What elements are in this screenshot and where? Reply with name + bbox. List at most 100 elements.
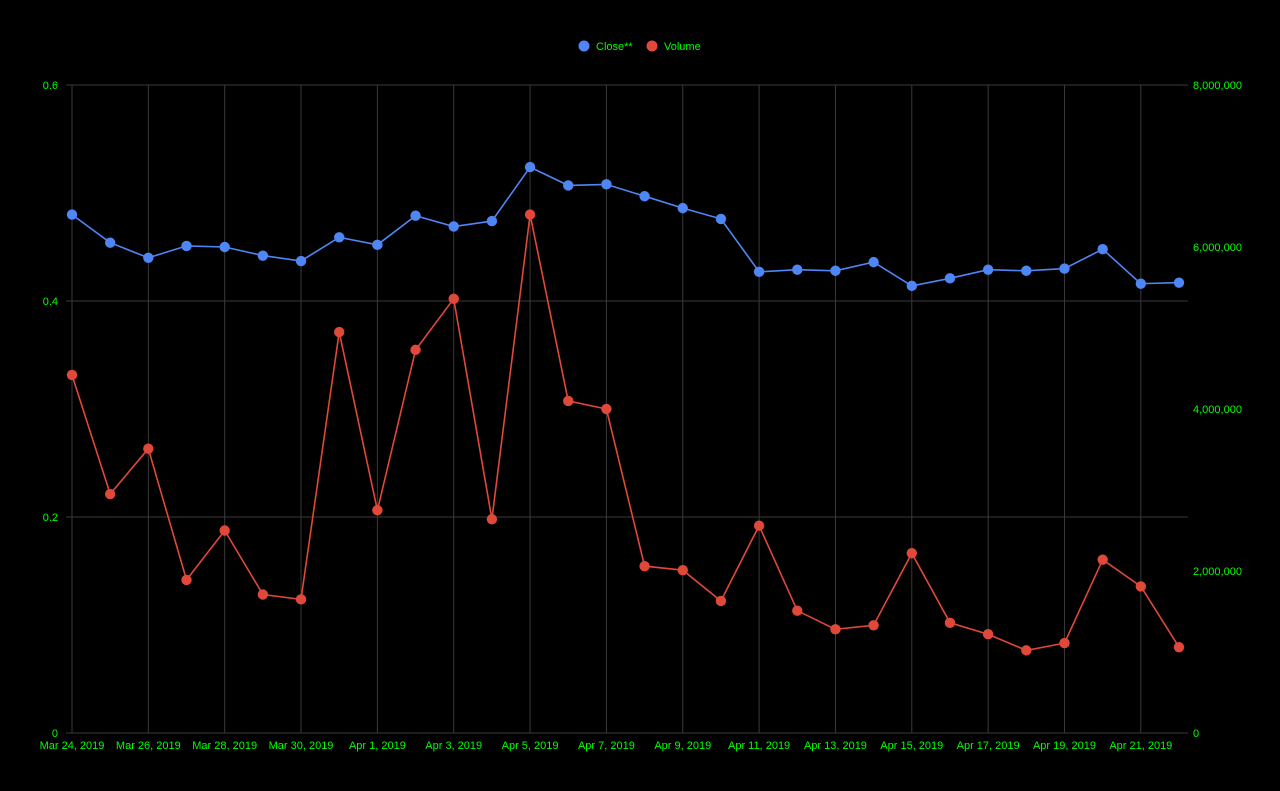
grid: [66, 84, 1188, 734]
x-tick-label: Apr 5, 2019: [502, 740, 559, 752]
series-line-volume: [71, 214, 1180, 652]
series-volume: [66, 209, 1185, 656]
data-point-volume[interactable]: [868, 620, 879, 631]
data-point-volume[interactable]: [219, 525, 230, 536]
data-point-volume[interactable]: [639, 560, 650, 572]
data-point-close[interactable]: [753, 266, 765, 278]
x-tick-label: Mar 24, 2019: [40, 740, 105, 752]
x-tick-label: Apr 11, 2019: [728, 740, 790, 752]
data-point-volume[interactable]: [295, 594, 307, 605]
data-point-close[interactable]: [143, 252, 154, 263]
data-point-close[interactable]: [66, 209, 78, 220]
legend[interactable]: Close** Volume: [578, 40, 701, 54]
data-point-volume[interactable]: [1097, 554, 1108, 565]
data-point-close[interactable]: [219, 241, 230, 253]
data-point-volume[interactable]: [66, 369, 78, 381]
data-point-close[interactable]: [334, 232, 345, 243]
data-point-close[interactable]: [410, 210, 421, 221]
data-point-volume[interactable]: [448, 293, 459, 305]
data-point-close[interactable]: [1135, 278, 1147, 289]
data-point-close[interactable]: [715, 213, 727, 225]
x-tick-label: Mar 28, 2019: [192, 740, 257, 752]
data-point-volume[interactable]: [715, 595, 727, 607]
data-point-close[interactable]: [1097, 243, 1108, 255]
data-point-close[interactable]: [639, 191, 650, 202]
series-layer: [66, 161, 1185, 656]
data-point-close[interactable]: [677, 202, 688, 214]
data-point-close[interactable]: [601, 179, 612, 190]
data-point-volume[interactable]: [563, 395, 574, 407]
legend-item-volume[interactable]: Volume: [646, 40, 701, 54]
data-point-volume[interactable]: [257, 589, 269, 600]
x-tick-label: Apr 7, 2019: [578, 740, 635, 752]
data-point-close[interactable]: [257, 250, 269, 261]
y-left-tick-label: 0: [52, 728, 58, 740]
y-right-tick-label: 0: [1193, 728, 1199, 740]
data-point-volume[interactable]: [181, 574, 192, 586]
data-point-close[interactable]: [295, 255, 307, 267]
data-point-volume[interactable]: [906, 547, 917, 559]
data-point-close[interactable]: [104, 237, 116, 248]
data-point-close[interactable]: [1173, 277, 1185, 288]
y-axis-left: 0 0.2 0.4 0.6: [43, 80, 58, 740]
data-point-close[interactable]: [1021, 265, 1032, 276]
data-point-close[interactable]: [448, 221, 459, 232]
x-tick-label: Mar 26, 2019: [116, 740, 181, 752]
data-point-volume[interactable]: [334, 326, 345, 338]
data-point-volume[interactable]: [601, 403, 612, 415]
data-point-volume[interactable]: [524, 209, 536, 220]
y-right-tick-label: 6,000,000: [1193, 242, 1242, 254]
data-point-volume[interactable]: [1021, 645, 1032, 656]
x-tick-label: Apr 17, 2019: [957, 740, 1020, 752]
data-point-close[interactable]: [830, 265, 841, 276]
data-point-volume[interactable]: [486, 513, 498, 525]
data-point-volume[interactable]: [982, 628, 994, 640]
x-tick-label: Mar 30, 2019: [269, 740, 334, 752]
legend-item-close[interactable]: Close**: [578, 40, 634, 54]
x-tick-label: Apr 9, 2019: [654, 740, 711, 752]
data-point-volume[interactable]: [1059, 637, 1070, 649]
series-close: [66, 161, 1185, 292]
series-line-close: [71, 166, 1180, 287]
legend-label-close: Close**: [596, 41, 633, 53]
data-point-volume[interactable]: [944, 617, 956, 629]
data-point-close[interactable]: [1059, 263, 1070, 274]
data-point-close[interactable]: [524, 161, 536, 173]
data-point-volume[interactable]: [792, 605, 803, 616]
legend-label-volume: Volume: [664, 41, 701, 53]
y-axis-right: 0 2,000,000 4,000,000 6,000,000 8,000,000: [1193, 80, 1242, 740]
y-left-tick-label: 0.6: [43, 80, 58, 92]
data-point-close[interactable]: [868, 256, 879, 268]
data-point-volume[interactable]: [830, 624, 841, 635]
data-point-close[interactable]: [906, 280, 917, 292]
x-tick-label: Apr 1, 2019: [349, 740, 406, 752]
data-point-close[interactable]: [944, 273, 956, 284]
x-tick-label: Apr 15, 2019: [880, 740, 943, 752]
data-point-volume[interactable]: [753, 520, 765, 531]
legend-marker-close: [578, 40, 590, 52]
data-point-volume[interactable]: [143, 443, 154, 454]
data-point-volume[interactable]: [372, 505, 383, 516]
data-point-volume[interactable]: [104, 488, 116, 500]
data-point-close[interactable]: [563, 180, 574, 191]
y-left-tick-label: 0.4: [43, 296, 58, 308]
data-point-volume[interactable]: [410, 344, 421, 356]
legend-marker-volume: [646, 40, 658, 52]
y-right-tick-label: 2,000,000: [1193, 566, 1242, 578]
y-right-tick-label: 8,000,000: [1193, 80, 1242, 92]
data-point-close[interactable]: [181, 240, 192, 252]
data-point-volume[interactable]: [1135, 581, 1147, 592]
x-tick-label: Apr 13, 2019: [804, 740, 867, 752]
data-point-close[interactable]: [792, 264, 803, 275]
data-point-volume[interactable]: [677, 564, 688, 576]
data-point-close[interactable]: [486, 215, 498, 227]
data-point-close[interactable]: [372, 239, 383, 251]
data-point-close[interactable]: [982, 264, 994, 275]
y-right-tick-label: 4,000,000: [1193, 404, 1242, 416]
y-left-tick-label: 0.2: [43, 512, 58, 524]
data-point-volume[interactable]: [1173, 641, 1185, 653]
x-tick-label: Apr 3, 2019: [425, 740, 482, 752]
x-tick-label: Apr 21, 2019: [1109, 740, 1172, 752]
